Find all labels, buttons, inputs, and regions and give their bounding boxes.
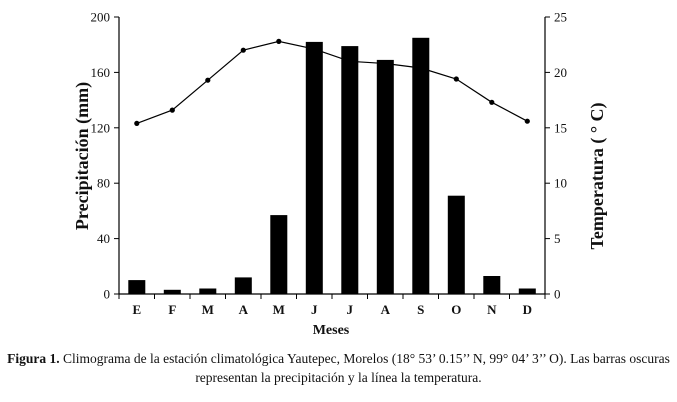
left-tick-label: 40 bbox=[97, 231, 110, 246]
climograph-chart: 0 40 80 120 160 200 0 5 10 15 20 25 E F M A M J J A S O N D P… bbox=[72, 10, 608, 339]
temperature-point bbox=[276, 38, 282, 45]
right-axis-ticks: 0 5 10 15 20 25 bbox=[545, 10, 567, 302]
precipitation-bar bbox=[270, 215, 288, 294]
x-category-label: J bbox=[347, 302, 354, 317]
caption-label: Figura 1. bbox=[7, 351, 60, 366]
temperature-point bbox=[382, 60, 388, 67]
precipitation-bar bbox=[305, 41, 323, 295]
temperature-point bbox=[524, 118, 530, 124]
y-axis-title-right: Temperatura ( ° C) bbox=[587, 102, 608, 249]
x-category-label: J bbox=[311, 302, 318, 317]
left-tick-label: 80 bbox=[97, 176, 110, 191]
left-tick-label: 0 bbox=[104, 287, 111, 302]
y-axis-title-left: Precipitación (mm) bbox=[72, 82, 93, 230]
precipitation-bar bbox=[234, 277, 252, 294]
temperature-point bbox=[169, 107, 175, 113]
precipitation-bar bbox=[199, 288, 217, 294]
precipitation-bar bbox=[376, 59, 394, 295]
precipitation-bar bbox=[483, 276, 501, 294]
figure-caption: Figura 1. Climograma de la estación clim… bbox=[0, 349, 677, 387]
temperature-point bbox=[240, 47, 246, 53]
temperature-point bbox=[347, 58, 353, 64]
left-tick-label: 120 bbox=[91, 120, 111, 135]
x-category-label: O bbox=[451, 302, 461, 317]
precipitation-bar bbox=[447, 195, 465, 294]
x-axis-title: Meses bbox=[313, 323, 350, 338]
x-category-label: S bbox=[417, 302, 424, 317]
temperature-point bbox=[453, 76, 459, 82]
temperature-point bbox=[489, 99, 495, 105]
precipitation-bar bbox=[128, 280, 146, 294]
chart-axes bbox=[118, 17, 546, 299]
x-category-label: A bbox=[381, 302, 391, 317]
x-category-label: E bbox=[132, 302, 141, 317]
temperature-point bbox=[134, 120, 140, 126]
precipitation-bar bbox=[163, 289, 181, 294]
precipitation-bar bbox=[518, 288, 536, 294]
right-tick-label: 10 bbox=[554, 176, 567, 191]
left-tick-label: 200 bbox=[91, 10, 111, 25]
x-category-label: F bbox=[168, 302, 176, 317]
x-category-label: M bbox=[273, 302, 285, 317]
right-tick-label: 25 bbox=[554, 10, 567, 25]
left-tick-label: 160 bbox=[91, 65, 111, 80]
x-category-label: N bbox=[487, 302, 497, 317]
right-tick-label: 15 bbox=[554, 120, 567, 135]
precipitation-bar bbox=[341, 46, 359, 294]
temperature-series bbox=[134, 38, 530, 126]
right-tick-label: 5 bbox=[554, 231, 561, 246]
x-category-label: D bbox=[523, 302, 532, 317]
x-category-label: M bbox=[202, 302, 214, 317]
precipitation-bars bbox=[128, 37, 536, 295]
precipitation-bar bbox=[412, 37, 430, 295]
temperature-point bbox=[311, 46, 317, 52]
right-tick-label: 0 bbox=[554, 287, 561, 302]
temperature-point bbox=[418, 65, 424, 71]
temperature-point bbox=[205, 77, 211, 83]
caption-text: Climograma de la estación climatológica … bbox=[59, 351, 670, 385]
x-category-label: A bbox=[239, 302, 249, 317]
left-axis-ticks: 0 40 80 120 160 200 bbox=[91, 10, 119, 302]
temperature-line bbox=[136, 40, 528, 124]
right-tick-label: 20 bbox=[554, 65, 567, 80]
